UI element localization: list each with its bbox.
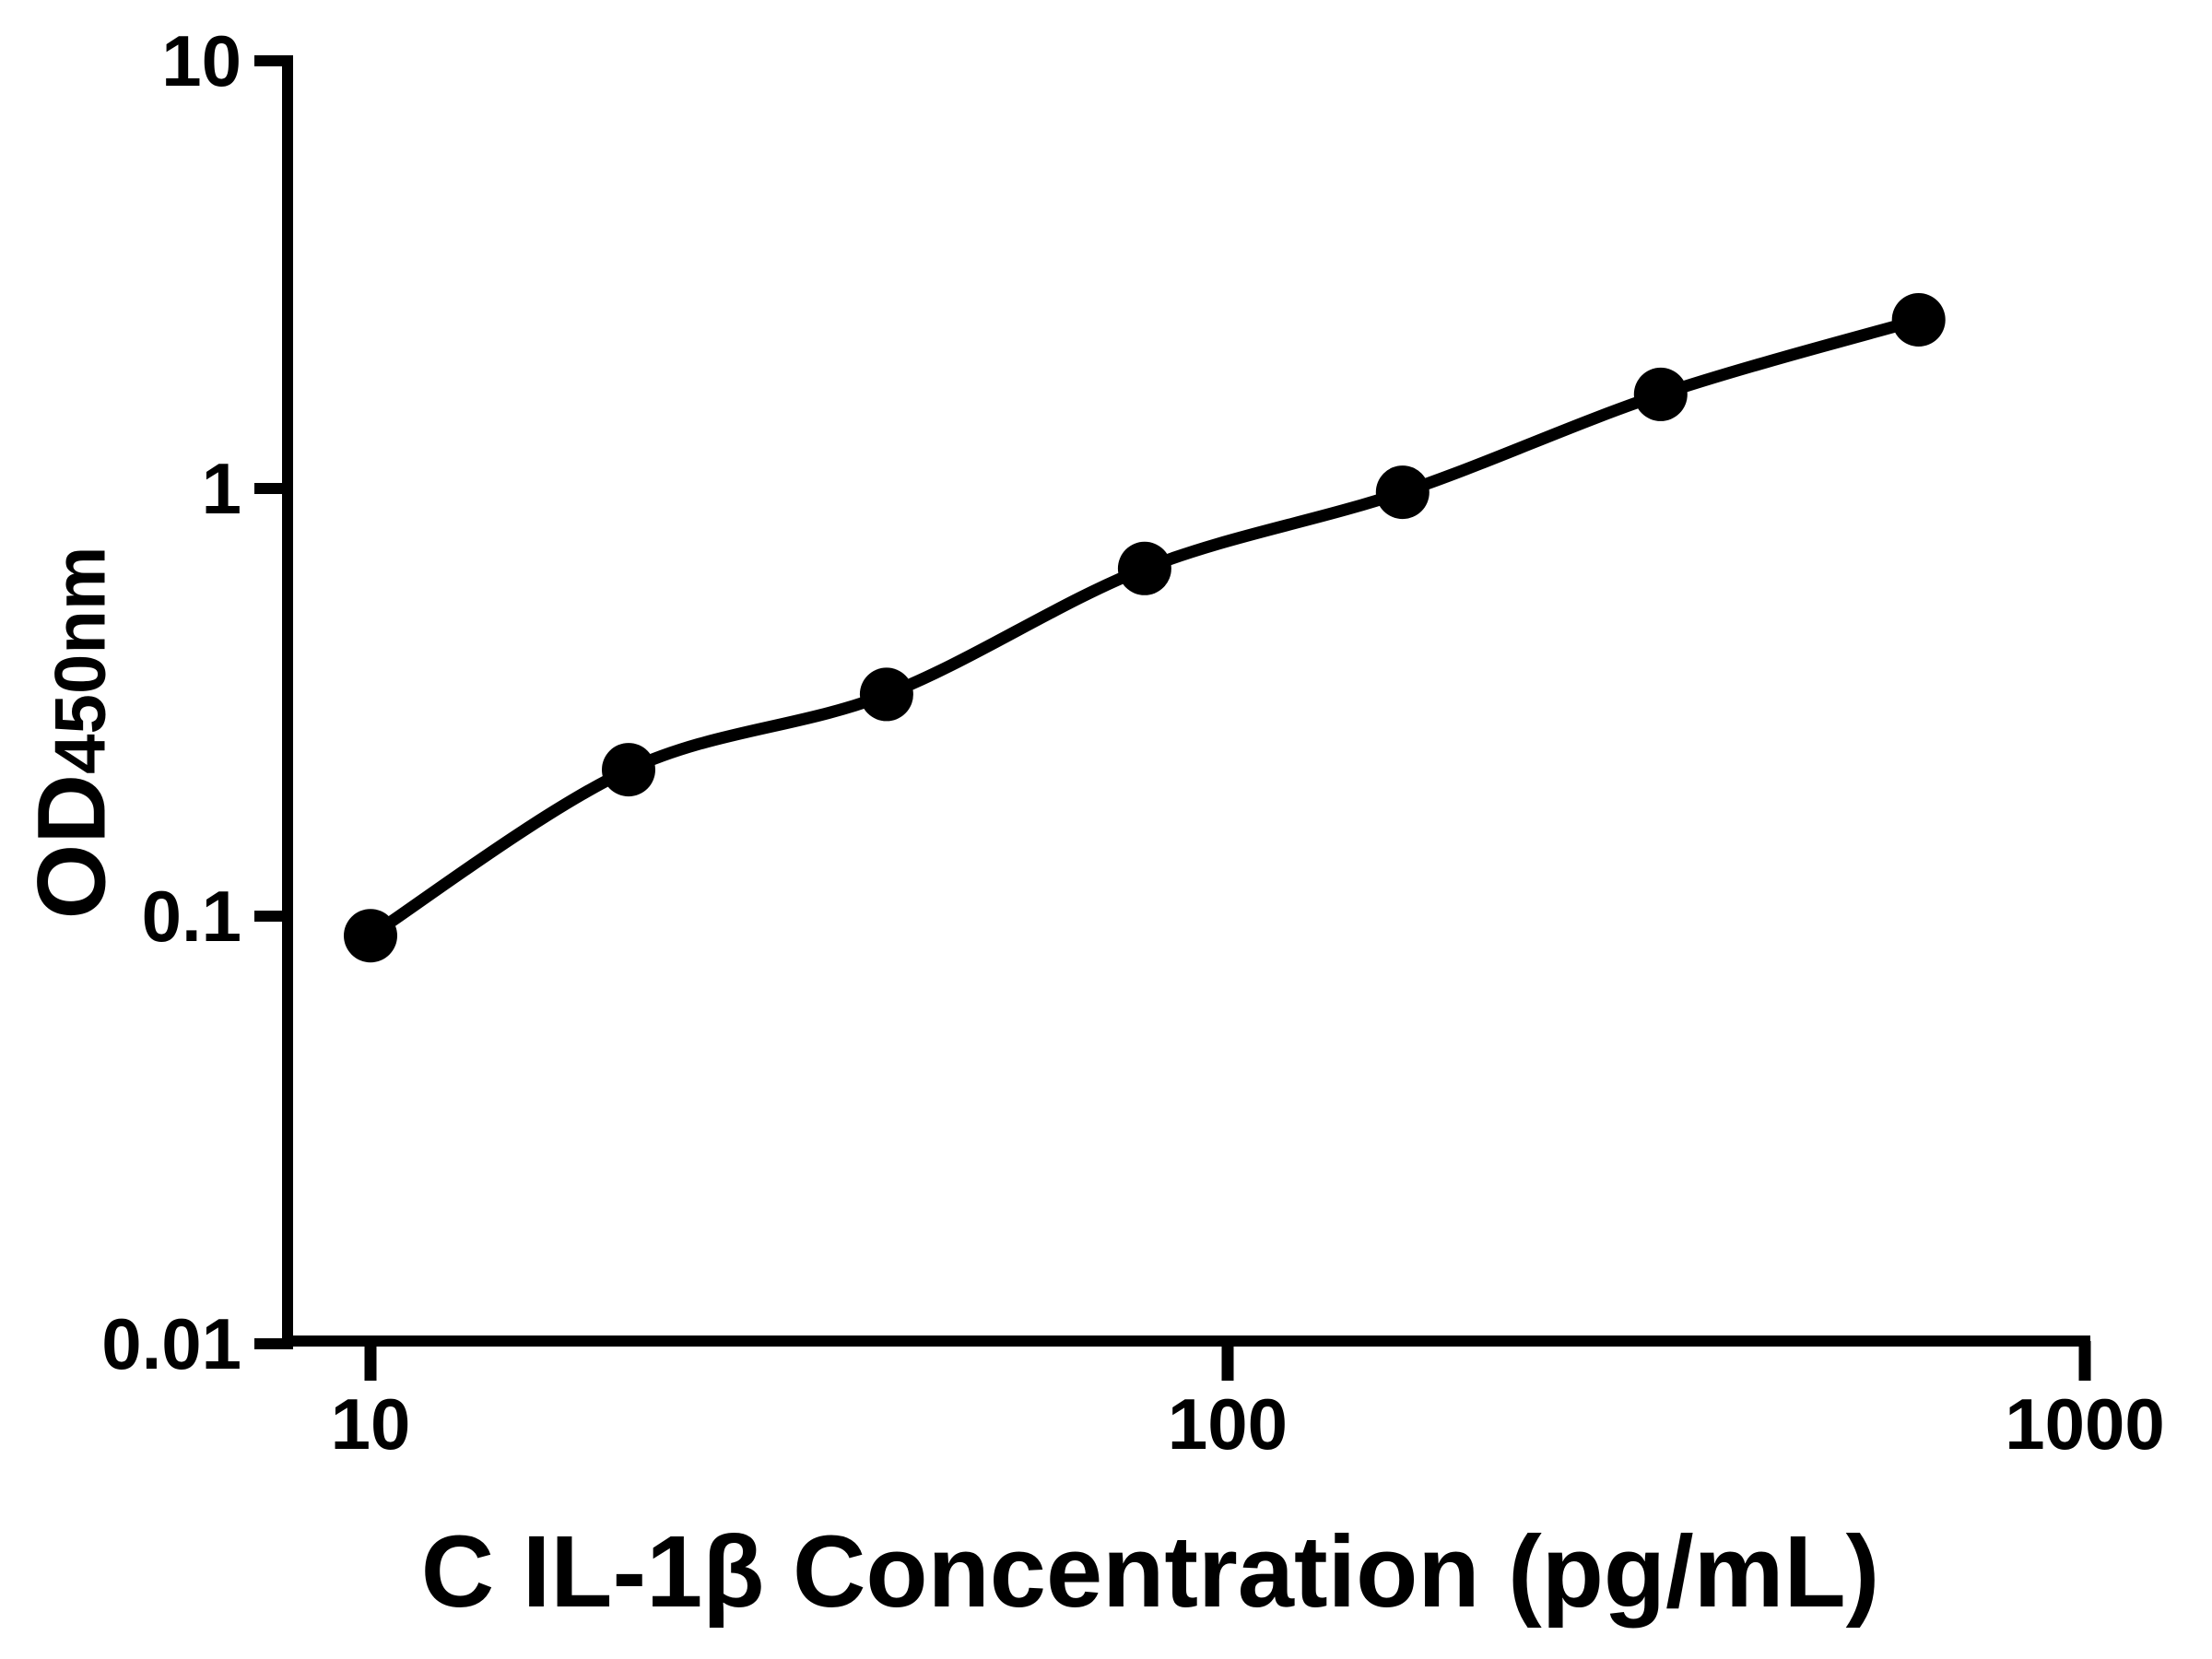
data-point-20pgml [602, 743, 655, 797]
data-point-640pgml [1891, 293, 1946, 347]
data-point-40pgml [859, 667, 913, 722]
x-axis-title: C IL-1β Concentration (pg/mL) [420, 1515, 1880, 1629]
standard-curve-line [367, 313, 1921, 941]
y-tick-label-0p1: 0.1 [141, 876, 241, 957]
y-tick-label-0p01: 0.01 [101, 1303, 241, 1384]
y-tick-label-1: 1 [201, 448, 241, 529]
data-point-80pgml [1117, 541, 1171, 595]
y-tick-label-10: 10 [161, 20, 241, 101]
y-axis-title: OD450nm [18, 546, 126, 920]
x-tick-label-1000: 1000 [2005, 1383, 2165, 1465]
data-point-320pgml [1633, 367, 1688, 421]
data-point-160pgml [1375, 465, 1430, 520]
y-axis-title-main: OD [18, 773, 126, 920]
data-point-10pgml [344, 909, 397, 963]
x-tick-label-10: 10 [330, 1383, 411, 1465]
y-axis-title-subscript: 450nm [39, 546, 121, 774]
x-tick-label-100: 100 [1167, 1383, 1288, 1465]
